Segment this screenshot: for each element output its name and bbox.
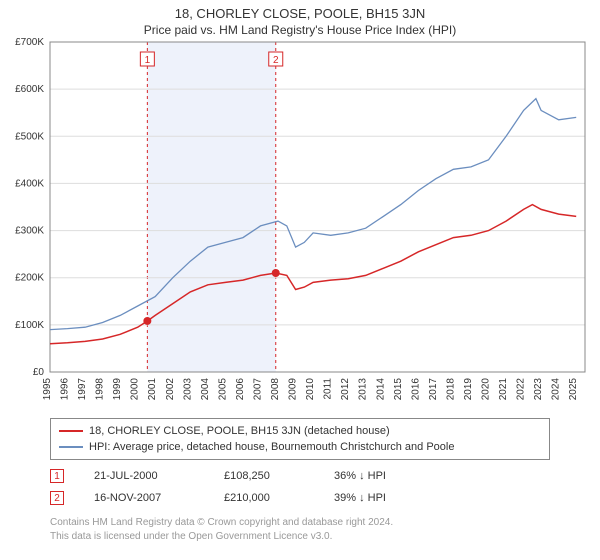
footer-line1: Contains HM Land Registry data © Crown c… xyxy=(50,516,393,530)
chart-svg: 12£0£100K£200K£300K£400K£500K£600K£700K1… xyxy=(50,42,585,422)
legend-item-price-paid: 18, CHORLEY CLOSE, POOLE, BH15 3JN (deta… xyxy=(59,423,541,439)
svg-text:1997: 1997 xyxy=(77,378,88,401)
svg-text:£400K: £400K xyxy=(15,178,44,189)
chart-subtitle: Price paid vs. HM Land Registry's House … xyxy=(0,21,600,37)
svg-text:2004: 2004 xyxy=(200,378,211,401)
svg-text:2006: 2006 xyxy=(235,378,246,401)
svg-text:2019: 2019 xyxy=(463,378,474,401)
svg-text:£200K: £200K xyxy=(15,273,44,284)
svg-text:£700K: £700K xyxy=(15,37,44,48)
svg-text:1998: 1998 xyxy=(95,378,106,401)
svg-text:2021: 2021 xyxy=(498,378,509,401)
sale-date-2: 16-NOV-2007 xyxy=(94,492,194,504)
sale-date-1: 21-JUL-2000 xyxy=(94,470,194,482)
chart-title: 18, CHORLEY CLOSE, POOLE, BH15 3JN xyxy=(0,0,600,21)
svg-text:£600K: £600K xyxy=(15,84,44,95)
svg-text:2002: 2002 xyxy=(165,378,176,401)
footer-text: Contains HM Land Registry data © Crown c… xyxy=(50,516,393,544)
legend-label-2: HPI: Average price, detached house, Bour… xyxy=(89,439,454,455)
svg-text:£500K: £500K xyxy=(15,131,44,142)
svg-text:2003: 2003 xyxy=(182,378,193,401)
legend-item-hpi: HPI: Average price, detached house, Bour… xyxy=(59,439,541,455)
legend-label-1: 18, CHORLEY CLOSE, POOLE, BH15 3JN (deta… xyxy=(89,423,390,439)
sale-pct-1: 36% ↓ HPI xyxy=(334,470,424,482)
svg-text:1999: 1999 xyxy=(112,378,123,401)
svg-text:2009: 2009 xyxy=(288,378,299,401)
svg-text:2017: 2017 xyxy=(428,378,439,401)
svg-text:2001: 2001 xyxy=(147,378,158,401)
svg-text:2005: 2005 xyxy=(217,378,228,401)
svg-text:2018: 2018 xyxy=(445,378,456,401)
svg-text:£100K: £100K xyxy=(15,320,44,331)
sale-price-2: £210,000 xyxy=(224,492,304,504)
sale-marker-2: 2 xyxy=(50,491,64,505)
table-row: 2 16-NOV-2007 £210,000 39% ↓ HPI xyxy=(50,487,424,509)
svg-text:2020: 2020 xyxy=(481,378,492,401)
svg-text:1995: 1995 xyxy=(42,378,53,401)
svg-text:2000: 2000 xyxy=(130,378,141,401)
svg-text:2010: 2010 xyxy=(305,378,316,401)
footer-line2: This data is licensed under the Open Gov… xyxy=(50,530,393,544)
sale-marker-1: 1 xyxy=(50,469,64,483)
svg-text:2012: 2012 xyxy=(340,378,351,401)
svg-text:2011: 2011 xyxy=(323,378,334,400)
svg-text:1: 1 xyxy=(145,55,151,66)
svg-text:2008: 2008 xyxy=(270,378,281,401)
chart-container: 18, CHORLEY CLOSE, POOLE, BH15 3JN Price… xyxy=(0,0,600,560)
table-row: 1 21-JUL-2000 £108,250 36% ↓ HPI xyxy=(50,465,424,487)
svg-text:1996: 1996 xyxy=(60,378,71,401)
svg-text:£0: £0 xyxy=(33,367,45,378)
svg-text:2: 2 xyxy=(273,55,279,66)
svg-text:£300K: £300K xyxy=(15,226,44,237)
chart-plot: 12£0£100K£200K£300K£400K£500K£600K£700K1… xyxy=(50,42,585,372)
svg-text:2022: 2022 xyxy=(516,378,527,401)
sale-pct-2: 39% ↓ HPI xyxy=(334,492,424,504)
svg-text:2023: 2023 xyxy=(533,378,544,401)
sales-table: 1 21-JUL-2000 £108,250 36% ↓ HPI 2 16-NO… xyxy=(50,465,424,509)
legend-swatch-1 xyxy=(59,430,83,432)
svg-text:2013: 2013 xyxy=(358,378,369,401)
legend-swatch-2 xyxy=(59,446,83,448)
svg-text:2016: 2016 xyxy=(410,378,421,401)
svg-text:2015: 2015 xyxy=(393,378,404,401)
legend: 18, CHORLEY CLOSE, POOLE, BH15 3JN (deta… xyxy=(50,418,550,460)
svg-text:2007: 2007 xyxy=(252,378,263,401)
sale-price-1: £108,250 xyxy=(224,470,304,482)
svg-text:2024: 2024 xyxy=(551,378,562,401)
svg-text:2025: 2025 xyxy=(568,378,579,401)
svg-text:2014: 2014 xyxy=(375,378,386,401)
